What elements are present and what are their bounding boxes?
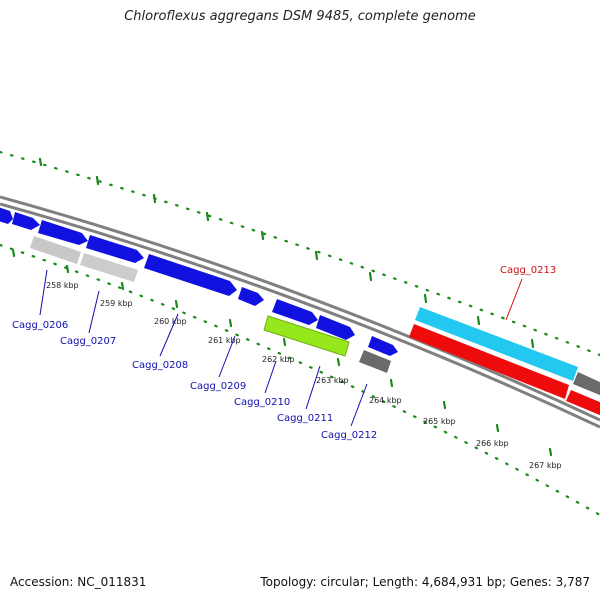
highlighted-gene-forward[interactable] — [415, 307, 578, 381]
kbp-label: 261 kbp — [208, 336, 241, 345]
gene-label[interactable]: Cagg_0213 — [500, 265, 556, 276]
gene-block[interactable] — [80, 253, 138, 282]
gene-label[interactable]: Cagg_0210 — [234, 397, 290, 408]
map-title: Chloroflexus aggregans DSM 9485, complet… — [124, 9, 476, 24]
gene-label[interactable]: Cagg_0206 — [12, 320, 68, 331]
genome-stats-text: Topology: circular; Length: 4,684,931 bp… — [260, 575, 590, 589]
gene-arrow[interactable] — [0, 206, 13, 224]
gene-label[interactable]: Cagg_0212 — [321, 430, 377, 441]
inner-ruler — [0, 243, 600, 517]
kbp-label: 258 kbp — [46, 281, 79, 290]
gene-label[interactable]: Cagg_0209 — [190, 381, 246, 392]
accession-text: Accession: NC_011831 — [10, 575, 147, 589]
gene-block[interactable] — [359, 350, 391, 373]
gene-arrow[interactable] — [316, 315, 355, 340]
highlighted-gene-reverse-extension[interactable] — [566, 390, 600, 416]
gene-arrow[interactable] — [368, 336, 398, 356]
gene-block[interactable] — [573, 372, 600, 396]
kbp-label: 264 kbp — [369, 396, 402, 405]
gene-labels: Cagg_0206 Cagg_0207 Cagg_0208 Cagg_0209 … — [12, 265, 556, 441]
kbp-label: 266 kbp — [476, 439, 509, 448]
rna-gene[interactable] — [263, 315, 350, 357]
outer-ruler — [0, 150, 600, 357]
kbp-label: 265 kbp — [423, 417, 456, 426]
gene-block[interactable] — [30, 236, 81, 264]
kbp-label: 263 kbp — [316, 376, 349, 385]
gene-arrow[interactable] — [38, 220, 88, 245]
kbp-label: 260 kbp — [154, 317, 187, 326]
kbp-labels: 258 kbp 259 kbp 260 kbp 261 kbp 262 kbp … — [46, 281, 562, 470]
label-leaders — [39, 269, 523, 427]
gene-arrow[interactable] — [238, 287, 264, 306]
kbp-label: 259 kbp — [100, 299, 133, 308]
genome-backbone — [0, 195, 600, 429]
gene-arrow[interactable] — [272, 299, 318, 325]
gene-label[interactable]: Cagg_0211 — [277, 413, 333, 424]
kbp-label: 262 kbp — [262, 355, 295, 364]
gene-arrow[interactable] — [86, 235, 144, 263]
highlighted-gene-reverse[interactable] — [409, 324, 569, 399]
gene-arrow[interactable] — [144, 254, 237, 296]
grey-genes — [30, 236, 600, 396]
kbp-label: 267 kbp — [529, 461, 562, 470]
gene-arrow[interactable] — [12, 212, 40, 230]
forward-genes — [0, 206, 398, 356]
gene-label[interactable]: Cagg_0207 — [60, 336, 116, 347]
gene-label[interactable]: Cagg_0208 — [132, 360, 188, 371]
